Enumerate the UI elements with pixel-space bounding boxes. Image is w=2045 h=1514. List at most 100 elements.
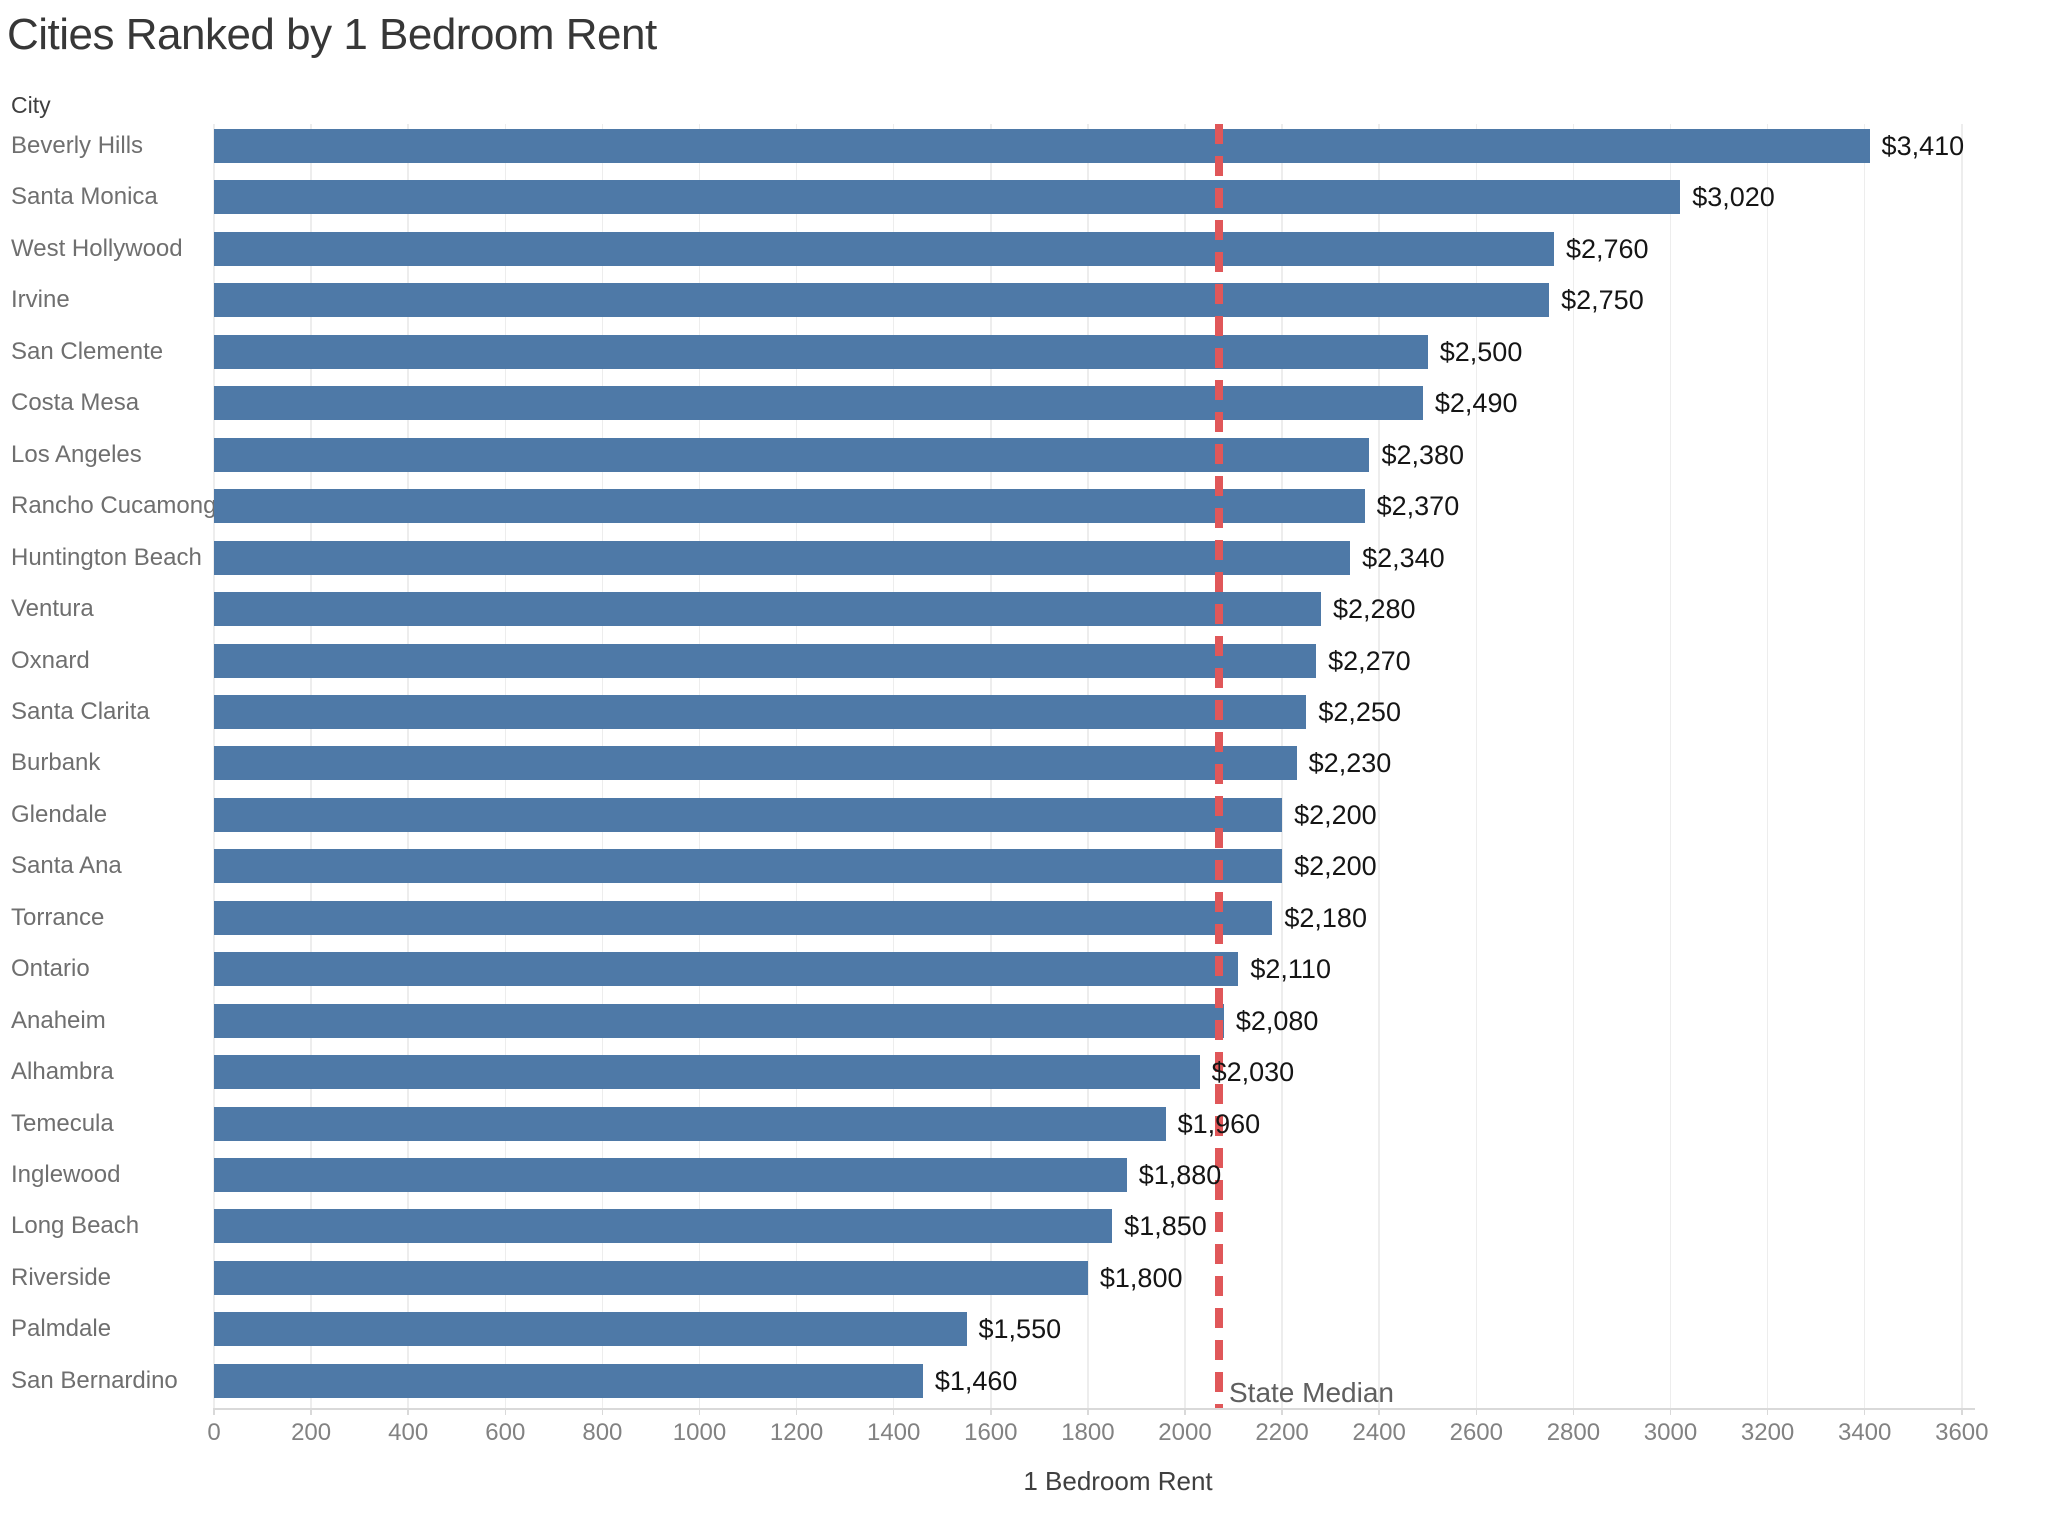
category-label: Ontario <box>11 955 90 983</box>
x-tick <box>1475 1408 1478 1415</box>
x-tick-label: 1200 <box>769 1419 824 1446</box>
x-tick <box>310 1408 312 1415</box>
x-gridline <box>1475 124 1478 1408</box>
value-label: $3,410 <box>1881 131 1965 161</box>
category-label: Santa Ana <box>11 852 122 880</box>
x-tick <box>1087 1408 1089 1415</box>
category-label: Santa Monica <box>11 183 158 211</box>
category-label: Huntington Beach <box>11 543 202 571</box>
category-label: Santa Clarita <box>11 697 150 725</box>
x-tick <box>795 1408 798 1415</box>
value-label: $1,460 <box>934 1365 1018 1396</box>
bar[interactable] <box>214 1158 1127 1192</box>
category-label: Rancho Cucamonga <box>11 492 230 520</box>
value-label: $2,750 <box>1561 285 1644 316</box>
x-tick <box>1961 1408 1963 1415</box>
value-label: $3,020 <box>1692 182 1775 213</box>
category-label: Los Angeles <box>11 440 142 468</box>
x-tick-label: 2800 <box>1546 1419 1601 1446</box>
x-tick-label: 2200 <box>1255 1419 1309 1446</box>
x-tick <box>601 1408 604 1415</box>
x-gridline <box>1669 124 1672 1408</box>
category-label: Temecula <box>11 1109 114 1137</box>
x-tick <box>407 1408 409 1415</box>
bar[interactable] <box>214 231 1554 266</box>
x-axis-line <box>214 1408 1975 1410</box>
bar[interactable] <box>214 1003 1224 1038</box>
category-label: Riverside <box>11 1263 112 1291</box>
x-tick-label: 200 <box>291 1419 332 1446</box>
bar[interactable] <box>214 334 1428 369</box>
bar[interactable] <box>214 437 1370 472</box>
category-label: Oxnard <box>11 646 90 674</box>
x-tick-label: 3200 <box>1740 1419 1795 1446</box>
x-tick <box>1669 1408 1672 1415</box>
category-label: Inglewood <box>11 1161 121 1188</box>
bar[interactable] <box>214 540 1351 575</box>
bar[interactable] <box>214 797 1283 832</box>
category-label: Anaheim <box>11 1006 106 1034</box>
value-label: $1,800 <box>1099 1262 1183 1293</box>
value-label: $2,180 <box>1284 902 1367 933</box>
value-label: $2,110 <box>1250 954 1331 985</box>
value-label: $1,850 <box>1124 1211 1207 1242</box>
bar[interactable] <box>214 643 1317 678</box>
value-label: $2,370 <box>1376 491 1460 522</box>
chart-title: Cities Ranked by 1 Bedroom Rent <box>7 10 657 59</box>
x-tick-label: 1800 <box>1061 1419 1115 1446</box>
category-label: Alhambra <box>11 1058 114 1086</box>
x-tick <box>892 1408 895 1415</box>
bar[interactable] <box>214 129 1870 163</box>
category-label: Ventura <box>11 595 94 623</box>
x-tick <box>504 1408 507 1415</box>
bar[interactable] <box>214 694 1307 729</box>
category-label: Long Beach <box>11 1212 140 1240</box>
bar[interactable] <box>214 746 1297 781</box>
value-label: $2,280 <box>1332 594 1416 625</box>
category-label: Irvine <box>11 286 70 314</box>
value-label: $1,550 <box>978 1314 1062 1345</box>
x-tick-label: 2600 <box>1449 1419 1503 1446</box>
bar[interactable] <box>214 1260 1088 1295</box>
bar[interactable] <box>214 1106 1166 1141</box>
category-label: Beverly Hills <box>11 132 144 159</box>
value-label: $2,200 <box>1294 799 1377 830</box>
state-median-label: State Median <box>1229 1377 1394 1408</box>
x-tick <box>698 1408 701 1415</box>
value-label: $2,250 <box>1318 696 1401 727</box>
bar[interactable] <box>214 180 1681 215</box>
bar[interactable] <box>214 900 1273 935</box>
bar[interactable] <box>214 592 1321 627</box>
x-tick-label: 2000 <box>1158 1419 1212 1446</box>
bar[interactable] <box>214 1055 1200 1090</box>
bar[interactable] <box>214 952 1239 987</box>
x-tick-label: 3000 <box>1643 1419 1698 1446</box>
category-label: San Bernardino <box>11 1366 178 1394</box>
category-label: Palmdale <box>11 1315 112 1343</box>
x-tick-label: 400 <box>388 1419 429 1446</box>
bar[interactable] <box>214 1312 967 1347</box>
value-label: $2,760 <box>1565 233 1649 264</box>
x-gridline <box>1961 124 1963 1408</box>
bar[interactable] <box>214 386 1423 421</box>
x-tick <box>213 1408 215 1415</box>
row-header-city: City <box>11 92 51 118</box>
bar[interactable] <box>214 849 1283 884</box>
x-tick-label: 0 <box>207 1419 221 1446</box>
x-gridline <box>1863 124 1866 1408</box>
value-label: $2,490 <box>1434 388 1518 419</box>
value-label: $2,200 <box>1294 851 1377 882</box>
x-gridline <box>1766 124 1769 1408</box>
x-tick-label: 800 <box>582 1419 623 1446</box>
bar[interactable] <box>214 1363 923 1398</box>
bar[interactable] <box>214 1209 1113 1244</box>
bar[interactable] <box>214 489 1365 524</box>
x-tick-label: 2400 <box>1352 1419 1406 1446</box>
bar[interactable] <box>214 283 1550 318</box>
x-gridline <box>1572 124 1575 1408</box>
x-tick <box>1766 1408 1769 1415</box>
x-tick <box>1378 1408 1380 1415</box>
category-label: Glendale <box>11 800 108 828</box>
